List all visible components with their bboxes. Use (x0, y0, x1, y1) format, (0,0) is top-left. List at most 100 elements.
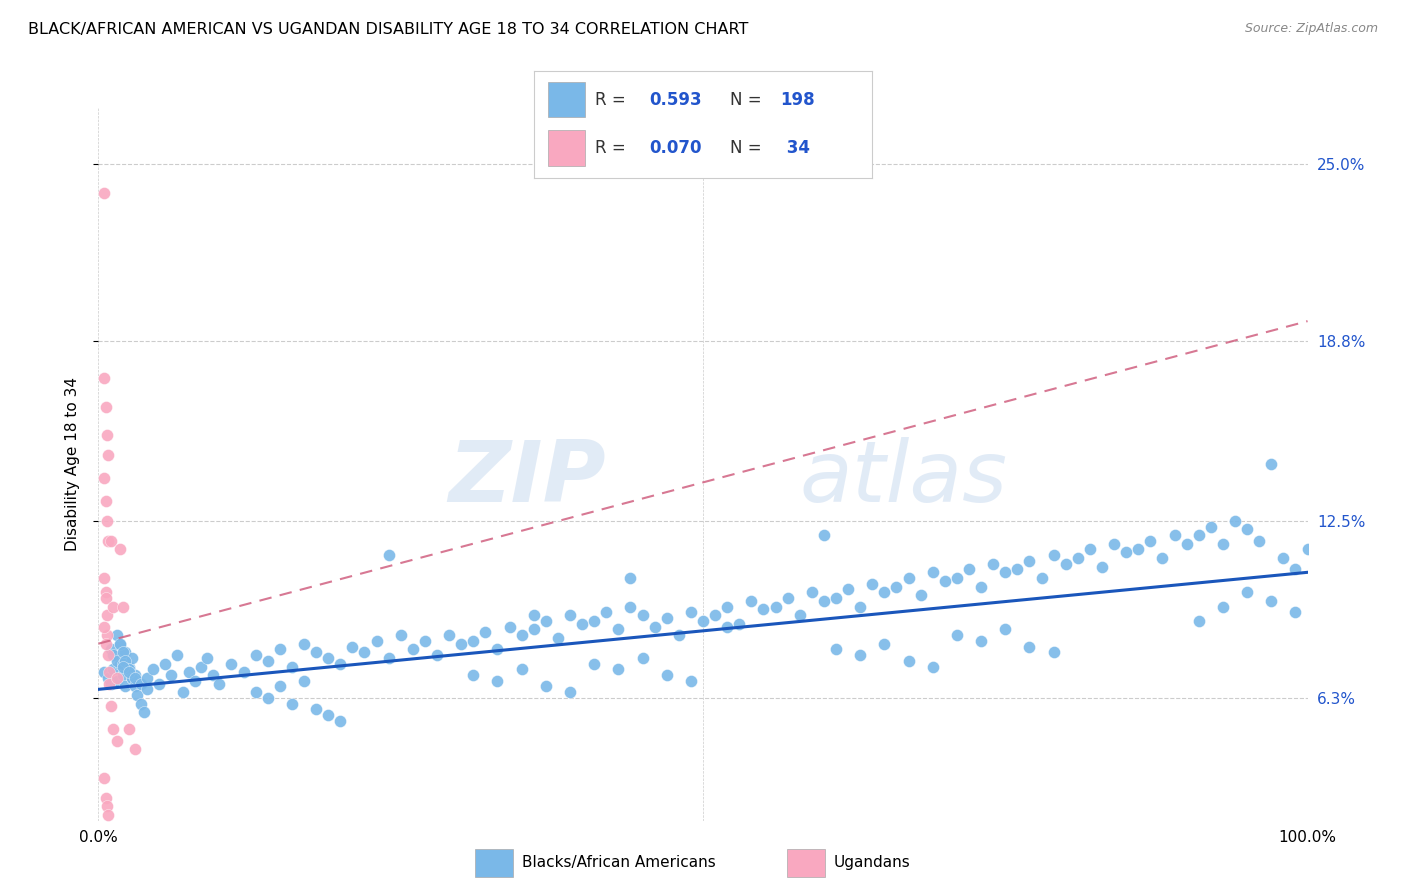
Point (934, 574, 956, 588)
Point (135, 671, 157, 685)
Text: 0.070: 0.070 (650, 139, 702, 157)
Point (353, 645, 375, 659)
Point (921, 566, 943, 580)
Text: R =: R = (595, 139, 631, 157)
Point (1284, 562, 1306, 576)
Point (873, 637, 896, 651)
Point (558, 608, 581, 623)
Point (607, 623, 630, 637)
Point (111, 659, 134, 673)
Point (402, 642, 425, 657)
Point (105, 733, 128, 747)
Point (316, 708, 339, 723)
Point (510, 628, 533, 642)
Point (849, 599, 872, 614)
Text: 34: 34 (780, 139, 810, 157)
Point (208, 676, 231, 690)
Point (121, 671, 143, 685)
Point (184, 673, 207, 688)
Point (534, 680, 557, 694)
Point (679, 605, 702, 619)
Point (305, 702, 328, 716)
Point (607, 662, 630, 676)
Point (1042, 548, 1064, 562)
Point (98, 665, 121, 680)
Point (111, 645, 134, 659)
Point (135, 682, 157, 697)
Point (269, 680, 291, 694)
Point (202, 668, 225, 682)
Point (957, 562, 980, 576)
Point (160, 668, 183, 682)
Point (655, 668, 678, 682)
Point (97, 671, 120, 685)
Point (765, 599, 787, 614)
Point (94, 400, 117, 414)
Point (94, 637, 117, 651)
Point (232, 665, 254, 680)
Point (121, 671, 143, 685)
Point (1042, 645, 1064, 659)
Point (910, 588, 932, 602)
Point (316, 651, 339, 665)
Point (96, 514, 118, 528)
Point (1188, 614, 1211, 628)
Point (450, 637, 472, 651)
Point (96, 428, 118, 442)
Point (100, 533, 122, 548)
Point (97, 648, 120, 662)
Point (897, 654, 920, 668)
Point (1139, 533, 1161, 548)
Point (1188, 528, 1211, 542)
Point (118, 662, 141, 676)
Point (523, 623, 546, 637)
Text: Blacks/African Americans: Blacks/African Americans (522, 855, 716, 870)
Point (153, 657, 176, 671)
Point (124, 742, 146, 756)
Text: BLACK/AFRICAN AMERICAN VS UGANDAN DISABILITY AGE 18 TO 34 CORRELATION CHART: BLACK/AFRICAN AMERICAN VS UGANDAN DISABI… (28, 22, 748, 37)
Point (474, 625, 496, 640)
Point (752, 602, 775, 616)
Point (329, 714, 352, 728)
Point (190, 659, 212, 673)
Point (179, 665, 201, 680)
Text: ZIP: ZIP (449, 436, 606, 520)
Point (1236, 585, 1258, 599)
Point (245, 685, 267, 699)
Point (825, 642, 848, 657)
Point (127, 673, 149, 688)
Point (970, 580, 993, 594)
Point (93, 619, 115, 633)
Point (195, 651, 218, 665)
Point (111, 599, 134, 614)
Point (1272, 551, 1295, 566)
Point (1236, 523, 1258, 537)
Point (716, 619, 738, 633)
Point (118, 723, 141, 737)
Y-axis label: Disability Age 18 to 34: Disability Age 18 to 34 (65, 376, 80, 551)
Point (631, 608, 654, 623)
Point (1212, 599, 1234, 614)
Bar (787, 849, 825, 877)
Point (121, 651, 143, 665)
Point (93, 371, 115, 385)
Point (631, 651, 654, 665)
Text: R =: R = (595, 91, 631, 109)
Point (172, 685, 194, 699)
Point (486, 673, 509, 688)
Point (98, 676, 121, 690)
Point (94, 790, 117, 805)
Point (366, 633, 388, 648)
Point (692, 614, 714, 628)
Bar (548, 82, 585, 118)
Point (105, 654, 128, 668)
Point (127, 688, 149, 702)
Text: Source: ZipAtlas.com: Source: ZipAtlas.com (1244, 22, 1378, 36)
Point (1284, 605, 1306, 619)
Point (510, 662, 533, 676)
Point (94, 591, 117, 605)
Point (101, 648, 124, 662)
Point (619, 571, 641, 585)
Text: 198: 198 (780, 91, 815, 109)
Point (100, 676, 122, 690)
